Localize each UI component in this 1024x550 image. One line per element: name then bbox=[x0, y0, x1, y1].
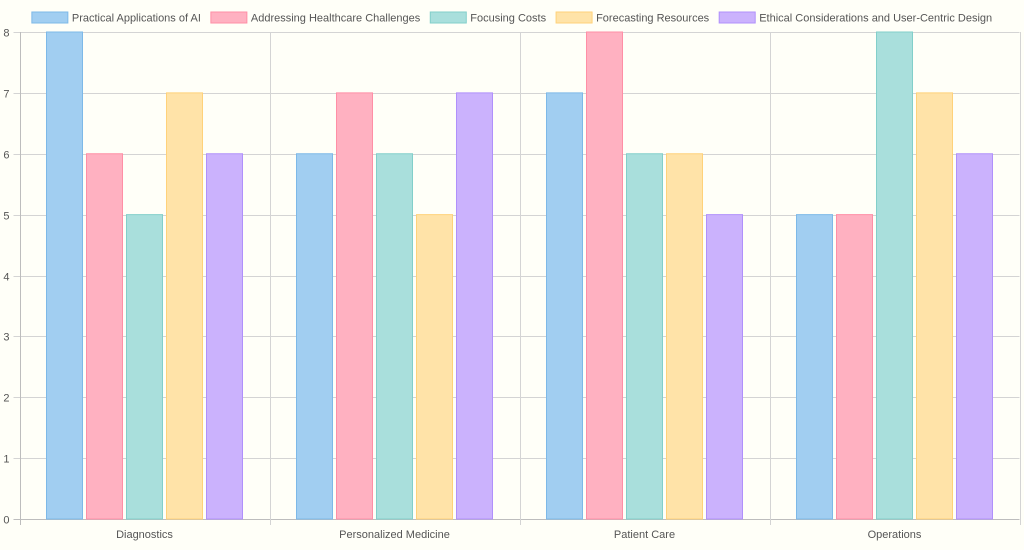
x-tick-label: Personalized Medicine bbox=[339, 529, 450, 541]
y-tick-label: 1 bbox=[3, 454, 9, 466]
x-tick-label: Operations bbox=[868, 529, 922, 541]
bar[interactable] bbox=[626, 153, 663, 520]
legend-label: Ethical Considerations and User-Centric … bbox=[759, 13, 992, 25]
bar[interactable] bbox=[836, 214, 873, 520]
bar[interactable] bbox=[376, 153, 413, 520]
legend-label: Practical Applications of AI bbox=[72, 13, 201, 25]
axes: 0 1 2 3 4 5 6 7 8 Diagnostics Personalized Medicin… bbox=[3, 28, 922, 542]
legend-swatch bbox=[429, 11, 467, 24]
legend-item[interactable]: Addressing Healthcare Challenges bbox=[210, 11, 421, 25]
bar[interactable] bbox=[336, 92, 373, 520]
legend-label: Forecasting Resources bbox=[596, 13, 710, 25]
legend-label: Focusing Costs bbox=[470, 13, 546, 25]
bar[interactable] bbox=[796, 214, 833, 520]
legend-swatch bbox=[555, 11, 593, 24]
y-tick-label: 4 bbox=[3, 272, 9, 284]
bar[interactable] bbox=[46, 31, 83, 520]
legend-item[interactable]: Ethical Considerations and User-Centric … bbox=[718, 11, 992, 25]
y-tick-label: 2 bbox=[3, 393, 9, 405]
bar[interactable] bbox=[126, 214, 163, 520]
legend[interactable]: Practical Applications of AI Addressing H… bbox=[31, 11, 992, 25]
bar[interactable] bbox=[586, 31, 623, 520]
bar[interactable] bbox=[876, 31, 913, 520]
legend-item[interactable]: Focusing Costs bbox=[429, 11, 547, 25]
y-tick-label: 5 bbox=[3, 211, 9, 223]
y-tick-label: 7 bbox=[3, 89, 9, 101]
bar[interactable] bbox=[456, 92, 493, 520]
bar[interactable] bbox=[546, 92, 583, 520]
bar[interactable] bbox=[916, 92, 953, 520]
bar[interactable] bbox=[86, 153, 123, 520]
legend-swatch bbox=[718, 11, 756, 24]
legend-item[interactable]: Practical Applications of AI bbox=[31, 11, 201, 25]
legend-swatch bbox=[210, 11, 248, 24]
bar[interactable] bbox=[416, 214, 453, 520]
legend-swatch bbox=[31, 11, 69, 24]
bar[interactable] bbox=[296, 153, 333, 520]
bar[interactable] bbox=[666, 153, 703, 520]
x-tick-label: Diagnostics bbox=[116, 529, 173, 541]
y-tick-label: 6 bbox=[3, 150, 9, 162]
y-tick-label: 0 bbox=[3, 515, 9, 527]
y-tick-label: 3 bbox=[3, 332, 9, 344]
y-tick-label: 8 bbox=[3, 28, 9, 40]
bar[interactable] bbox=[956, 153, 993, 520]
x-tick-label: Patient Care bbox=[614, 529, 675, 541]
legend-item[interactable]: Forecasting Resources bbox=[555, 11, 710, 25]
bar[interactable] bbox=[206, 153, 243, 520]
bar[interactable] bbox=[166, 92, 203, 520]
bar-series bbox=[46, 31, 993, 520]
legend-label: Addressing Healthcare Challenges bbox=[251, 13, 421, 25]
bar[interactable] bbox=[706, 214, 743, 520]
